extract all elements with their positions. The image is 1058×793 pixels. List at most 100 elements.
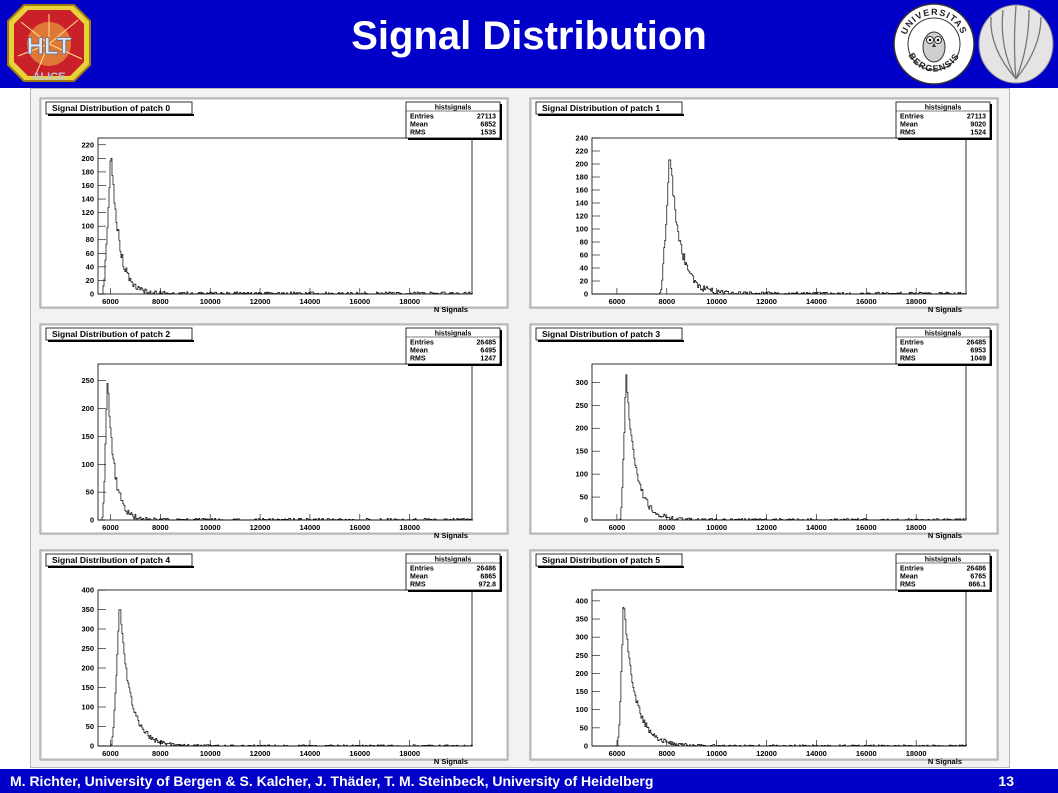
stats-box-frame: [895, 101, 991, 139]
x-tick-label: 14000: [300, 297, 321, 306]
stats-mean-label: Mean: [410, 574, 428, 581]
y-tick-label: 100: [575, 225, 588, 234]
chart-title: Signal Distribution of patch 4: [52, 555, 170, 565]
histogram-pad: Signal Distribution of patch 2 histsignal…: [39, 323, 509, 540]
x-tick-label: 16000: [856, 523, 877, 532]
chart-title: Signal Distribution of patch 1: [542, 103, 660, 113]
stats-mean-value: 6865: [480, 574, 496, 581]
y-tick-label: 400: [575, 596, 588, 605]
stats-mean-label: Mean: [900, 348, 918, 355]
chart-title-box: Signal Distribution of patch 1: [535, 101, 684, 116]
stats-entries-label: Entries: [900, 340, 924, 347]
x-tick-label: 12000: [250, 297, 271, 306]
histogram-line: [592, 159, 967, 295]
x-tick-label: 12000: [756, 297, 777, 306]
y-tick-label: 250: [81, 376, 94, 385]
page-number: 13: [998, 773, 1014, 789]
y-tick-label: 350: [81, 605, 94, 614]
x-tick-label: 18000: [906, 523, 927, 532]
y-tick-label: 0: [90, 742, 94, 751]
x-axis-label: N Signals: [434, 305, 468, 314]
x-axis-label: N Signals: [928, 531, 962, 540]
y-tick-label: 50: [86, 722, 94, 731]
stats-mean-label: Mean: [410, 348, 428, 355]
y-tick-label: 0: [90, 290, 94, 299]
x-tick-label: 18000: [906, 749, 927, 758]
chart-title: Signal Distribution of patch 0: [52, 103, 170, 113]
stats-name: histsignals: [435, 105, 472, 112]
stats-rms-value: 866.1: [968, 582, 986, 589]
x-tick-label: 12000: [250, 749, 271, 758]
stats-box-frame: [405, 101, 501, 139]
stats-box-frame: [895, 327, 991, 365]
histogram-line: [98, 157, 473, 295]
chart-title: Signal Distribution of patch 2: [52, 329, 170, 339]
y-tick-label: 180: [81, 167, 94, 176]
x-tick-label: 10000: [706, 523, 727, 532]
x-tick-label: 12000: [756, 749, 777, 758]
stats-mean-label: Mean: [900, 122, 918, 129]
y-tick-label: 40: [580, 264, 588, 273]
stats-entries-label: Entries: [900, 566, 924, 573]
svg-text:HLT: HLT: [27, 33, 72, 60]
y-tick-label: 150: [575, 687, 588, 696]
x-tick-label: 10000: [200, 749, 221, 758]
histogram-line: [98, 383, 473, 521]
x-axis-label: N Signals: [928, 305, 962, 314]
x-tick-label: 12000: [250, 523, 271, 532]
histogram-pad: Signal Distribution of patch 4 histsignal…: [39, 549, 509, 766]
chart-title-box: Signal Distribution of patch 2: [45, 327, 194, 342]
root-canvas: Signal Distribution of patch 0 histsignal…: [30, 88, 1010, 768]
alice-logo-text: ALICE: [33, 71, 66, 82]
y-tick-label: 220: [81, 140, 94, 149]
x-axis-label: N Signals: [434, 757, 468, 766]
stats-rms-label: RMS: [410, 582, 426, 589]
y-tick-label: 120: [81, 208, 94, 217]
stats-entries-label: Entries: [410, 566, 434, 573]
chart-title-box: Signal Distribution of patch 5: [535, 553, 684, 568]
stats-mean-value: 6765: [970, 574, 986, 581]
stats-rms-value: 1247: [480, 356, 496, 363]
y-tick-label: 300: [575, 378, 588, 387]
stats-rms-label: RMS: [410, 130, 426, 137]
x-tick-label: 14000: [300, 523, 321, 532]
slide-footer: M. Richter, University of Bergen & S. Ka…: [0, 769, 1058, 793]
x-axis-label: N Signals: [928, 757, 962, 766]
histogram-pad: Signal Distribution of patch 3 histsignal…: [529, 323, 999, 540]
x-tick-label: 16000: [349, 523, 370, 532]
y-tick-label: 50: [86, 488, 94, 497]
histogram-line: [592, 374, 967, 521]
stats-entries-label: Entries: [410, 114, 434, 121]
shell-emblem-logo: [978, 4, 1054, 84]
x-tick-label: 6000: [102, 297, 119, 306]
footer-credits: M. Richter, University of Bergen & S. Ka…: [10, 773, 654, 789]
stats-name: histsignals: [925, 331, 962, 338]
x-tick-label: 6000: [102, 523, 119, 532]
x-tick-label: 8000: [152, 297, 169, 306]
alice-hlt-logo: HLT ALICE: [7, 4, 91, 82]
y-tick-label: 120: [575, 212, 588, 221]
x-tick-label: 18000: [906, 297, 927, 306]
x-tick-label: 16000: [856, 297, 877, 306]
x-tick-label: 6000: [609, 523, 626, 532]
stats-entries-value: 26485: [967, 340, 987, 347]
y-tick-label: 0: [584, 516, 588, 525]
stats-entries-value: 27113: [477, 114, 496, 121]
title-box-shadow: [48, 340, 194, 342]
y-tick-label: 0: [584, 742, 588, 751]
y-tick-label: 200: [81, 404, 94, 413]
y-tick-label: 180: [575, 173, 588, 182]
title-box-shadow: [538, 566, 684, 568]
x-tick-label: 18000: [399, 749, 420, 758]
y-tick-label: 60: [86, 249, 94, 258]
x-axis-label: N Signals: [434, 531, 468, 540]
x-tick-label: 10000: [706, 297, 727, 306]
y-tick-label: 300: [575, 633, 588, 642]
stats-entries-value: 27113: [967, 114, 986, 121]
stats-box-frame: [405, 327, 501, 365]
